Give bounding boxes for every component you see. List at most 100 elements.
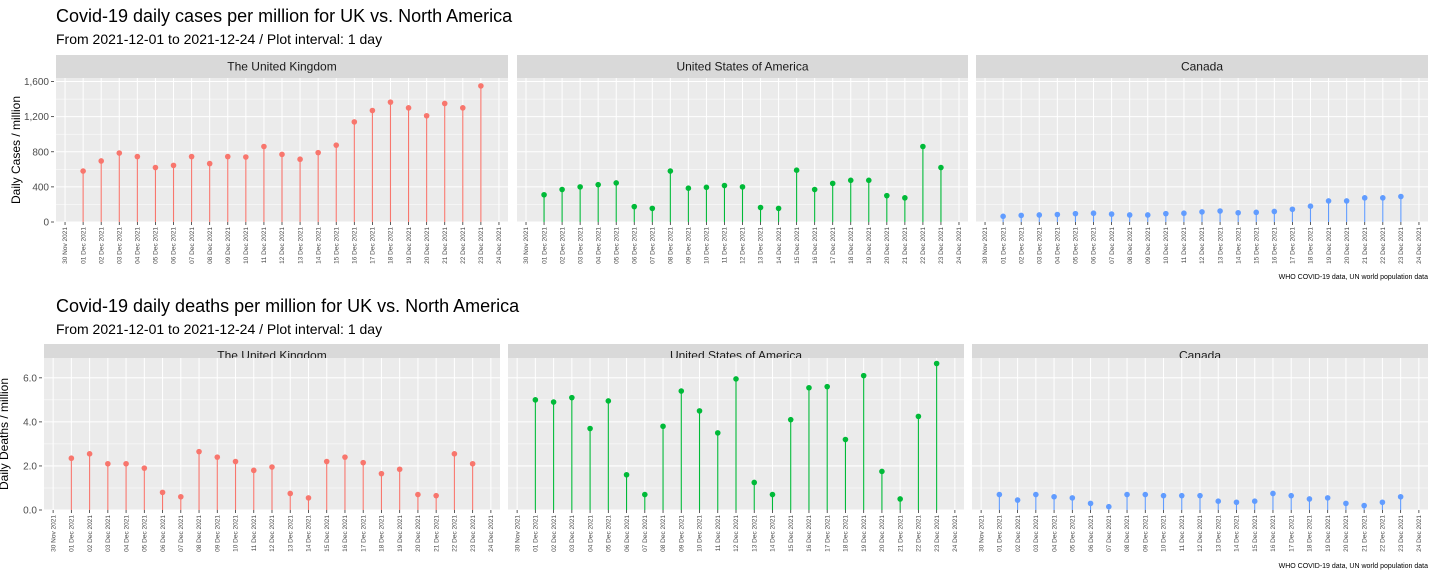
data-point: [757, 204, 764, 211]
x-tick-label: 14 Dec 2021: [315, 227, 322, 264]
x-tick-label: 02 Dec 2021: [1015, 515, 1022, 552]
data-point: [733, 376, 739, 382]
x-tick-label: 23 Dec 2021: [1398, 515, 1405, 552]
data-point: [1090, 210, 1097, 217]
x-tick-label: 05 Dec 2021: [613, 227, 620, 264]
data-point: [123, 460, 129, 467]
data-point: [232, 458, 239, 465]
x-tick-label: 22 Dec 2021: [1380, 227, 1387, 264]
x-tick-label: 09 Dec 2021: [214, 515, 221, 552]
data-point: [1126, 212, 1133, 218]
data-point: [660, 423, 666, 430]
data-point: [623, 471, 630, 478]
x-tick-label: 11 Dec 2021: [261, 227, 268, 264]
data-point: [1036, 212, 1043, 218]
x-tick-label: 01 Dec 2021: [1000, 227, 1007, 264]
x-tick-label: 03 Dec 2021: [116, 227, 123, 264]
x-tick-label: 04 Dec 2021: [587, 515, 594, 552]
y-axis-label: Daily Cases / million: [9, 96, 23, 204]
x-tick-label: 14 Dec 2021: [776, 227, 783, 264]
data-point: [116, 150, 123, 156]
x-tick-label: 24 Dec 2021: [956, 227, 963, 264]
x-tick-label: 11 Dec 2021: [1181, 227, 1188, 264]
x-tick-label: 14 Dec 2021: [1235, 227, 1242, 264]
x-tick-label: 16 Dec 2021: [342, 515, 349, 552]
x-tick-label: 24 Dec 2021: [1416, 227, 1423, 264]
x-tick-label: 04 Dec 2021: [595, 227, 602, 264]
x-tick-label: 17 Dec 2021: [370, 227, 377, 264]
x-tick-label: 04 Dec 2021: [135, 227, 142, 264]
x-tick-label: 23 Dec 2021: [478, 227, 485, 264]
data-point: [793, 167, 800, 173]
x-tick-label: 19 Dec 2021: [1326, 227, 1333, 264]
x-tick-label: 18 Dec 2021: [388, 227, 395, 264]
data-point: [305, 495, 312, 501]
data-point: [206, 160, 213, 167]
y-tick-label: 800: [32, 147, 49, 158]
x-tick-label: 06 Dec 2021: [631, 227, 638, 264]
data-point: [243, 154, 249, 160]
x-tick-label: 10 Dec 2021: [1163, 227, 1170, 264]
data-point: [1380, 195, 1386, 201]
data-point: [405, 105, 412, 111]
x-tick-label: 02 Dec 2021: [1018, 227, 1025, 264]
x-tick-label: 24 Dec 2021: [496, 227, 503, 264]
x-tick-label: 10 Dec 2021: [704, 227, 711, 264]
facet-panel: Canada 30 Nov 2021 01 Dec 2021 02 Dec 2021 0…: [976, 55, 1428, 264]
data-point: [1398, 193, 1404, 200]
x-tick-label: 12 Dec 2021: [1199, 227, 1206, 264]
x-tick-label: 05 Dec 2021: [142, 515, 149, 552]
x-tick-label: 09 Dec 2021: [1142, 515, 1149, 552]
x-tick-label: 05 Dec 2021: [1073, 227, 1080, 264]
x-tick-label: 13 Dec 2021: [297, 227, 304, 264]
data-point: [1270, 490, 1276, 497]
data-point: [224, 153, 231, 160]
x-tick-label: 03 Dec 2021: [1033, 515, 1040, 552]
x-tick-label: 02 Dec 2021: [87, 515, 94, 552]
x-tick-label: 19 Dec 2021: [1325, 515, 1332, 552]
data-point: [1343, 500, 1349, 507]
data-point: [829, 180, 836, 187]
x-tick-label: 18 Dec 2021: [843, 515, 850, 552]
data-point: [469, 460, 476, 467]
data-point: [1307, 203, 1314, 209]
x-tick-label: 01 Dec 2021: [541, 227, 548, 264]
x-tick-label: 18 Dec 2021: [1307, 515, 1314, 552]
data-point: [1217, 208, 1223, 214]
x-tick-label: 19 Dec 2021: [406, 227, 413, 264]
data-point: [714, 430, 721, 436]
data-point: [1054, 211, 1061, 218]
data-point: [478, 83, 484, 89]
x-tick-label: 02 Dec 2021: [559, 227, 566, 264]
x-tick-label: 08 Dec 2021: [196, 515, 203, 552]
chart-caption: WHO COVID-19 data, UN world population d…: [1278, 563, 1428, 570]
data-point: [351, 119, 358, 125]
data-point: [595, 181, 601, 188]
x-tick-label: 17 Dec 2021: [1288, 515, 1295, 552]
data-point: [696, 408, 703, 414]
chart-title: Covid-19 daily cases per million for UK …: [56, 6, 513, 26]
data-point: [569, 394, 575, 401]
x-tick-label: 10 Dec 2021: [233, 515, 240, 552]
data-point: [423, 112, 430, 119]
data-point: [415, 491, 421, 498]
data-point: [865, 177, 872, 184]
data-point: [279, 151, 285, 158]
data-point: [897, 496, 903, 502]
x-tick-label: 14 Dec 2021: [1234, 515, 1241, 552]
data-point: [387, 99, 394, 105]
deaths-chart: Covid-19 daily deaths per million for UK…: [0, 290, 1436, 580]
data-point: [396, 466, 403, 473]
data-point: [1018, 212, 1024, 219]
data-point: [105, 460, 111, 467]
x-tick-label: 11 Dec 2021: [722, 227, 729, 264]
x-tick-label: 18 Dec 2021: [1308, 227, 1315, 264]
data-point: [1144, 212, 1151, 218]
chart-subtitle: From 2021-12-01 to 2021-12-24 / Plot int…: [56, 321, 383, 337]
data-point: [933, 360, 940, 367]
chart-subtitle: From 2021-12-01 to 2021-12-24 / Plot int…: [56, 31, 383, 47]
x-tick-label: 05 Dec 2021: [1070, 515, 1077, 552]
x-tick-label: 20 Dec 2021: [415, 515, 422, 552]
data-point: [178, 493, 184, 500]
